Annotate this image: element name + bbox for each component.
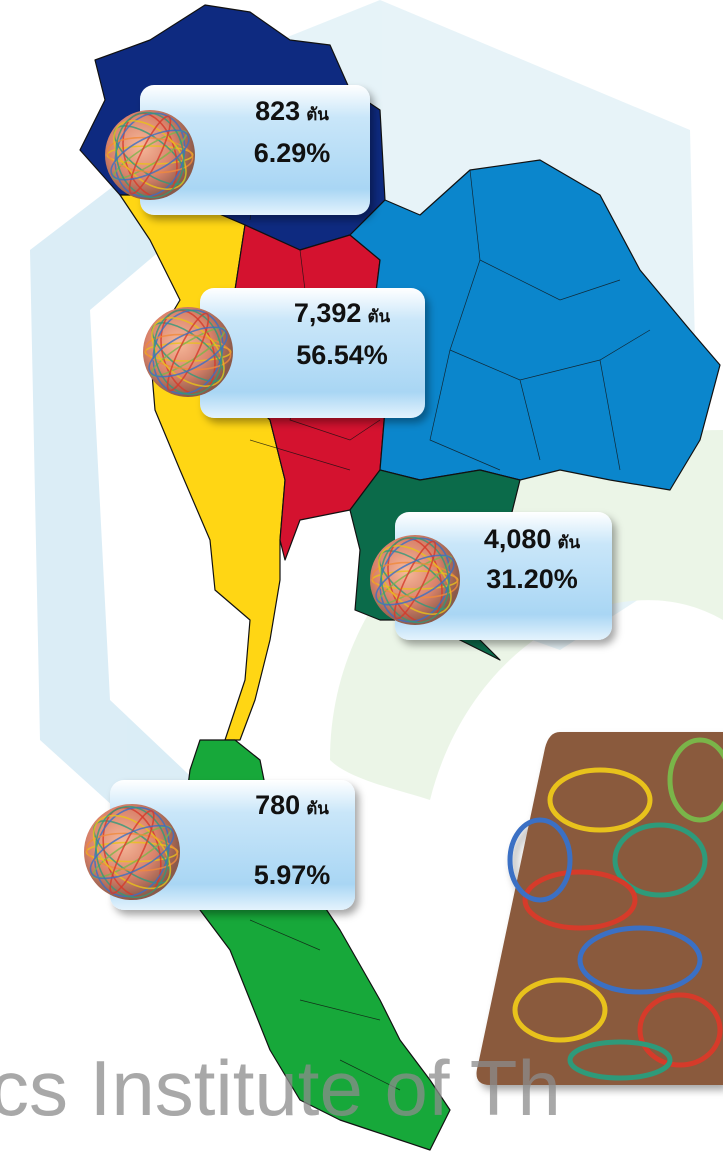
unit: ตัน — [367, 307, 390, 327]
region-label: 780 ตัน 5.97% — [80, 780, 355, 910]
unit: ตัน — [306, 799, 329, 819]
photo — [477, 732, 723, 1085]
amount: 823 — [255, 96, 300, 126]
infographic: cs Institute of Th 823ตัน6.29%7,392ตัน56… — [0, 0, 723, 1155]
share: 6.29% — [254, 138, 331, 168]
amount: 4,080 — [484, 524, 552, 554]
share: 31.20% — [486, 564, 578, 594]
share: 5.97% — [254, 860, 331, 890]
share: 56.54% — [296, 340, 388, 370]
watermark: cs Institute of Th — [0, 1044, 561, 1132]
photo-frame — [477, 732, 723, 1085]
amount: 7,392 — [294, 298, 362, 328]
amount: 780 — [255, 790, 300, 820]
unit: ตัน — [557, 533, 580, 553]
unit: ตัน — [306, 105, 329, 125]
region-label: 823 ตัน 6.29% — [101, 85, 370, 215]
